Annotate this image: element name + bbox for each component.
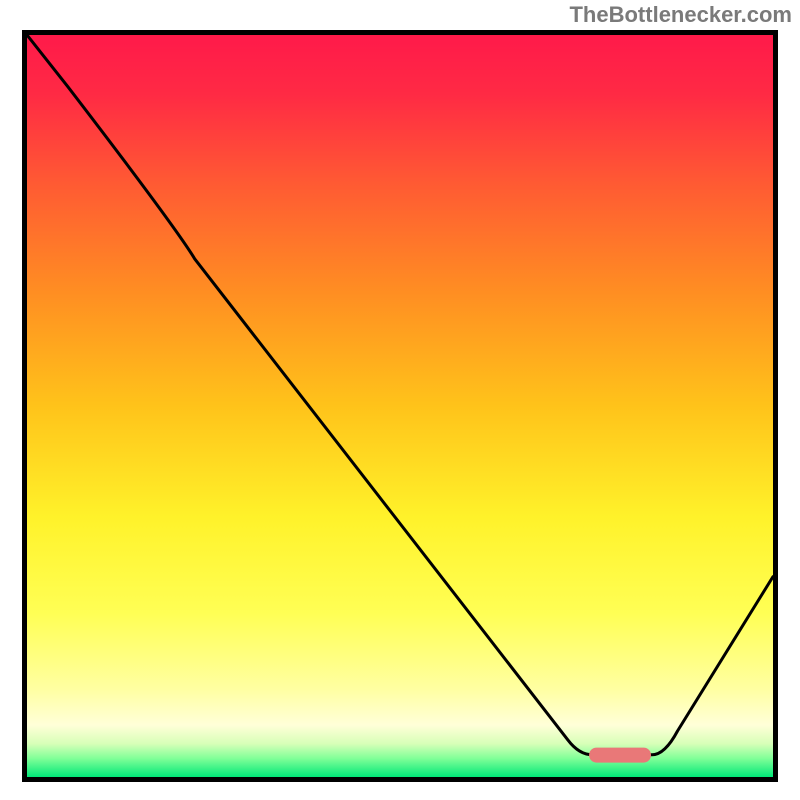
plot-area <box>22 30 778 782</box>
curve-layer <box>27 35 773 777</box>
watermark-text: TheBottlenecker.com <box>569 2 792 28</box>
optimal-marker <box>589 747 651 762</box>
bottleneck-curve <box>27 35 773 755</box>
chart-container: TheBottlenecker.com <box>0 0 800 800</box>
